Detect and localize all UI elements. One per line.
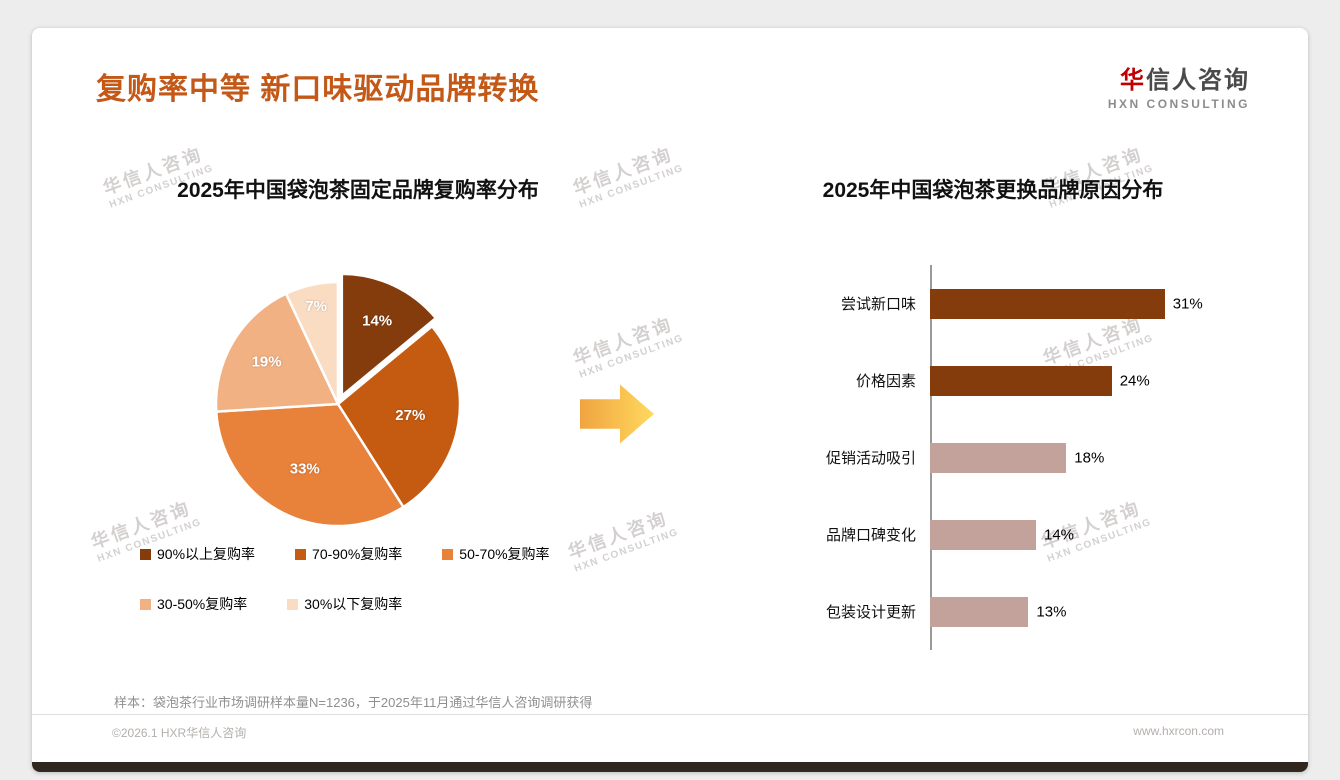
logo-subtitle: HXN CONSULTING [1107,97,1250,111]
page-title: 复购率中等 新口味驱动品牌转换 [96,73,540,106]
legend-item: 50-70%复购率 [442,544,550,564]
pie-chart-title: 2025年中国袋泡茶固定品牌复购率分布 [177,179,539,202]
bar-fill [930,442,1067,473]
bar-row: 品牌口碑变化 14% [692,496,1272,573]
bar-row: 价格因素 24% [692,342,1272,419]
pie-data-label: 33% [290,461,320,478]
legend-label: 30-50%复购率 [157,596,248,612]
content-layer: 复购率中等 新口味驱动品牌转换 华信人咨询 HXN CONSULTING 202… [32,28,1308,772]
bar-chart: 尝试新口味 31% 价格因素 24% 促销活动吸引 18% 品牌口碑变化 14% 包装设计更新 1… [692,265,1272,650]
company-logo: 华信人咨询 HXN CONSULTING [1108,60,1250,111]
bar-value-label: 14% [1044,526,1075,543]
bar-value-label: 31% [1172,295,1203,312]
bar-fill [930,519,1036,550]
bar-category-label: 包装设计更新 [825,604,916,621]
bar-row: 尝试新口味 31% [692,265,1272,342]
pie-data-label: 7% [305,298,327,315]
right-arrow-shape [580,384,654,444]
bar-track: 13% [930,596,1230,627]
logo-name-rest: 信人咨询 [1146,67,1250,94]
pie-slice-5 [284,280,340,406]
legend-item: 70-90%复购率 [295,544,402,564]
bar-fill [930,596,1029,627]
bar-chart-title: 2025年中国袋泡茶更换品牌原因分布 [822,179,1164,202]
pie-slice-4 [214,292,340,413]
pie-slice-3 [214,402,405,528]
bar-track: 31% [930,288,1230,319]
bar-category-label: 品牌口碑变化 [825,527,916,544]
legend-item: 30%以下复购率 [287,594,402,614]
pie-slice-2 [336,324,462,509]
pie-data-label: 19% [252,353,282,370]
bar-value-label: 24% [1119,372,1150,389]
legend-swatch [287,598,299,610]
bar-category-label: 价格因素 [855,373,916,390]
legend-item: 30-50%复购率 [140,594,247,614]
legend-item: 90%以上复购率 [140,544,255,564]
bar-category-label: 促销活动吸引 [825,450,916,467]
bar-row: 促销活动吸引 18% [692,419,1272,496]
slide-card: 华信人咨询 HXN CONSULTING 华信人咨询 HXN CONSULTING 华信… [32,28,1308,772]
copyright: ©2026.1 HXR华信人咨询 [112,726,247,740]
logo-mark: 华 [1120,67,1146,94]
legend-label: 90%以上复购率 [157,546,256,562]
bottom-accent-bar [32,762,1308,772]
bar-track: 14% [930,519,1230,550]
legend-swatch [140,598,151,610]
pie-data-label: 14% [362,312,392,329]
pie-chart: 14% 27% 33% 19% 7% [214,272,462,528]
legend-label: 70-90%复购率 [312,546,403,562]
legend-swatch [295,548,307,560]
footer: ©2026.1 HXR华信人咨询 www.hxrcon.com [32,714,1308,741]
logo-name: 华信人咨询 [1108,60,1250,95]
pie-legend: 90%以上复购率 70-90%复购率 50-70%复购率 30-50%复购率 30%以下… [140,544,610,614]
legend-label: 30%以下复购率 [304,596,403,612]
bar-fill [930,288,1165,319]
bar-category-label: 尝试新口味 [840,296,916,313]
bar-value-label: 13% [1036,603,1067,620]
pie-slice-1 [340,272,438,398]
legend-swatch [442,548,454,560]
bar-fill [930,365,1112,396]
bar-value-label: 18% [1074,449,1105,466]
bar-row: 包装设计更新 13% [692,573,1272,650]
bar-track: 18% [930,442,1230,473]
bar-track: 24% [930,365,1230,396]
legend-swatch [140,548,151,560]
pie-data-label: 27% [395,407,425,424]
legend-label: 50-70%复购率 [459,546,550,562]
website: www.hxrcon.com [1133,724,1224,738]
sample-note: 样本：袋泡茶行业市场调研样本量N=1236，于2025年11月通过华信人咨询调研… [114,695,593,710]
